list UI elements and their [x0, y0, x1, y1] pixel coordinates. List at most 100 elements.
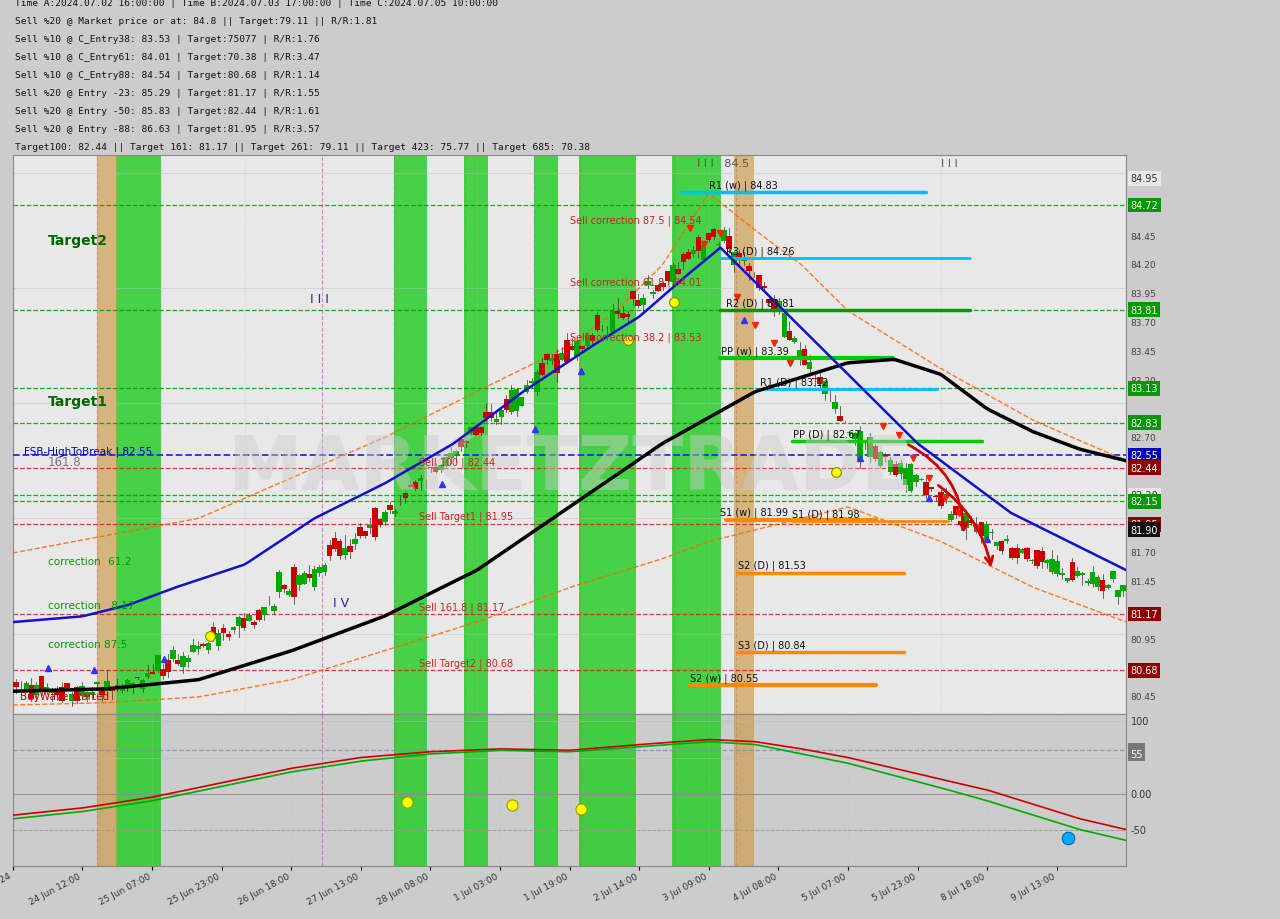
- Bar: [100, 688, 105, 696]
- Bar: [307, 574, 312, 578]
- Bar: [116, 711, 161, 869]
- Bar: [534, 372, 540, 392]
- Text: 83.45: 83.45: [1130, 347, 1156, 357]
- Bar: [175, 661, 180, 664]
- Bar: [984, 524, 989, 540]
- Bar: [700, 245, 707, 261]
- Text: correction  61.2: correction 61.2: [47, 557, 131, 567]
- Bar: [403, 494, 408, 499]
- Bar: [1014, 549, 1020, 559]
- Text: Time A:2024.07.02 16:00:00 | Time B:2024.07.03 17:00:00 | Time C:2024.07.05 10:0: Time A:2024.07.02 16:00:00 | Time B:2024…: [15, 0, 498, 8]
- Bar: [1055, 562, 1060, 574]
- Bar: [140, 680, 146, 689]
- Text: S1 (D) | 81.98: S1 (D) | 81.98: [792, 508, 860, 519]
- Text: S2 (D) | 81.53: S2 (D) | 81.53: [737, 561, 805, 571]
- Text: 161.8: 161.8: [47, 456, 81, 469]
- Bar: [311, 570, 317, 587]
- Bar: [38, 676, 45, 689]
- Bar: [362, 531, 367, 537]
- Bar: [114, 685, 120, 689]
- Bar: [326, 545, 333, 557]
- Bar: [695, 238, 701, 252]
- Bar: [479, 428, 484, 434]
- Bar: [1004, 539, 1010, 541]
- Text: 84.20: 84.20: [1130, 261, 1156, 270]
- Bar: [892, 465, 899, 475]
- Bar: [215, 634, 221, 647]
- Bar: [736, 255, 741, 258]
- Text: 100: 100: [1130, 717, 1149, 727]
- Bar: [292, 567, 297, 597]
- Bar: [201, 644, 206, 646]
- Bar: [1019, 549, 1025, 553]
- Bar: [448, 454, 453, 459]
- Bar: [518, 397, 525, 406]
- Bar: [1039, 551, 1044, 562]
- Bar: [655, 286, 660, 291]
- Text: Sell %10 @ C_Entry61: 84.01 | Target:70.38 | R/R:3.47: Sell %10 @ C_Entry61: 84.01 | Target:70.…: [15, 53, 320, 62]
- Bar: [762, 287, 767, 289]
- Bar: [913, 475, 919, 482]
- Bar: [822, 381, 828, 395]
- Bar: [388, 505, 393, 511]
- Bar: [837, 417, 842, 422]
- Bar: [433, 468, 439, 472]
- Bar: [635, 301, 640, 307]
- Bar: [468, 427, 474, 433]
- Text: Sell 161.8 | 81.17: Sell 161.8 | 81.17: [419, 602, 504, 612]
- Bar: [873, 447, 878, 460]
- Bar: [1105, 585, 1111, 588]
- Bar: [1060, 573, 1065, 575]
- Text: 0.00: 0.00: [1130, 789, 1152, 799]
- Text: PP (w) | 83.39: PP (w) | 83.39: [721, 346, 788, 357]
- Bar: [579, 711, 636, 869]
- Bar: [246, 615, 251, 621]
- Bar: [1089, 572, 1096, 584]
- Bar: [746, 267, 751, 272]
- Bar: [84, 693, 90, 698]
- Bar: [832, 403, 837, 409]
- Bar: [417, 479, 424, 482]
- Bar: [590, 335, 595, 342]
- Bar: [993, 542, 1000, 547]
- Bar: [165, 660, 170, 672]
- Bar: [529, 381, 535, 384]
- Bar: [160, 669, 165, 676]
- Bar: [888, 460, 893, 472]
- Bar: [155, 656, 160, 671]
- Bar: [741, 258, 746, 261]
- Bar: [484, 413, 489, 418]
- Bar: [1084, 582, 1091, 584]
- Text: 81.17: 81.17: [1130, 609, 1158, 619]
- Bar: [676, 269, 681, 275]
- Bar: [928, 487, 933, 490]
- Text: Sell 100 | 82.44: Sell 100 | 82.44: [419, 457, 495, 467]
- Bar: [357, 528, 362, 537]
- Bar: [1044, 561, 1050, 563]
- Bar: [145, 674, 151, 677]
- Bar: [1110, 572, 1116, 579]
- Text: 82.83: 82.83: [1130, 418, 1158, 428]
- Bar: [412, 482, 419, 490]
- Bar: [105, 681, 110, 691]
- Bar: [489, 413, 494, 419]
- Bar: [549, 358, 554, 362]
- Bar: [261, 607, 266, 616]
- Bar: [1009, 549, 1015, 559]
- Bar: [883, 455, 888, 458]
- Text: R3 (D) | 84.26: R3 (D) | 84.26: [726, 246, 794, 256]
- Bar: [378, 519, 383, 526]
- Bar: [580, 346, 585, 349]
- Text: Sell correction 87.5 | 84.54: Sell correction 87.5 | 84.54: [570, 215, 701, 225]
- Text: Sell %20 @ Entry -88: 86.63 | Target:81.95 | R/R:3.57: Sell %20 @ Entry -88: 86.63 | Target:81.…: [15, 125, 320, 133]
- Text: 82.20: 82.20: [1130, 491, 1158, 501]
- Bar: [595, 315, 600, 331]
- Bar: [772, 300, 777, 312]
- Bar: [609, 312, 616, 332]
- Bar: [1075, 572, 1080, 576]
- Bar: [1070, 562, 1075, 581]
- Bar: [731, 253, 736, 266]
- Bar: [97, 156, 118, 714]
- FancyArrowPatch shape: [938, 486, 993, 565]
- Bar: [129, 684, 136, 687]
